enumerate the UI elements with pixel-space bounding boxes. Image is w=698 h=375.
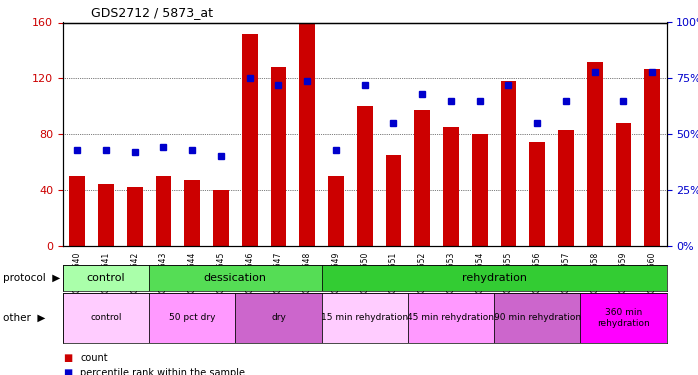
Text: dry: dry [271,313,286,322]
Bar [558,130,574,246]
Text: control: control [90,313,121,322]
Bar [580,292,667,343]
Text: count: count [80,353,108,363]
Bar [644,69,660,246]
Bar [328,176,344,246]
Bar [587,62,602,246]
Text: other  ▶: other ▶ [3,313,46,323]
Text: percentile rank within the sample: percentile rank within the sample [80,368,245,375]
Bar [616,123,632,246]
Text: control: control [87,273,125,283]
Bar [443,127,459,246]
Bar [322,292,408,343]
Bar [415,110,430,246]
Text: 360 min
rehydration: 360 min rehydration [597,308,650,327]
Bar [271,67,286,246]
Text: protocol  ▶: protocol ▶ [3,273,61,283]
Bar [299,22,315,246]
Text: 50 pct dry: 50 pct dry [169,313,216,322]
Bar [235,292,322,343]
Bar [69,176,85,246]
Bar [472,134,488,246]
Bar [529,142,545,246]
Bar [500,81,517,246]
Bar [98,184,114,246]
Bar [149,265,322,291]
Text: ■: ■ [63,353,72,363]
Bar [149,292,235,343]
Bar [184,180,200,246]
Bar [63,265,149,291]
Text: ■: ■ [63,368,72,375]
Bar [63,292,149,343]
Bar [494,292,580,343]
Bar [242,34,258,246]
Text: rehydration: rehydration [461,273,526,283]
Text: dessication: dessication [204,273,267,283]
Bar [385,155,401,246]
Bar [213,190,229,246]
Text: 90 min rehydration: 90 min rehydration [493,313,581,322]
Bar [127,187,142,246]
Bar [156,176,171,246]
Text: 15 min rehydration: 15 min rehydration [321,313,408,322]
Bar [357,106,373,246]
Bar [322,265,667,291]
Bar [408,292,494,343]
Text: 45 min rehydration: 45 min rehydration [408,313,494,322]
Text: GDS2712 / 5873_at: GDS2712 / 5873_at [91,6,213,19]
